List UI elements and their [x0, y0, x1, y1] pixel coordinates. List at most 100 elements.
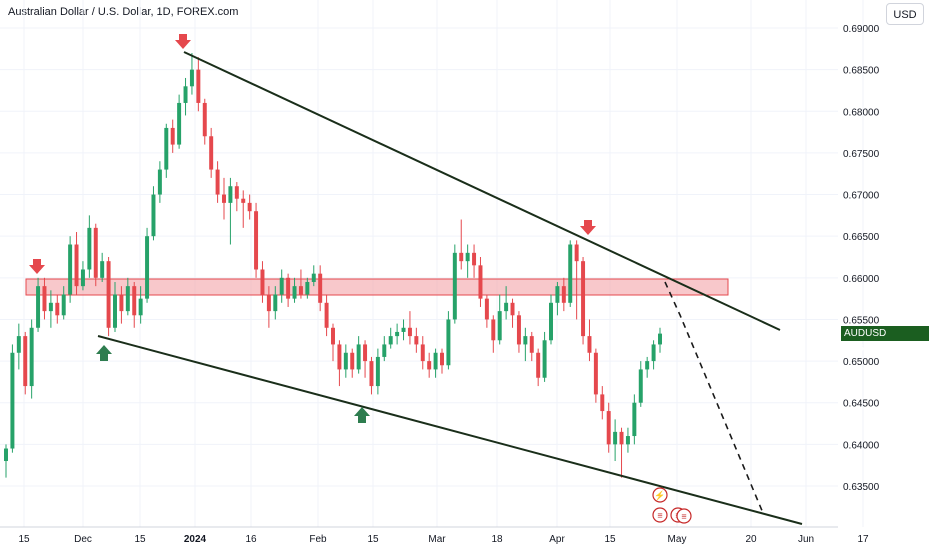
y-tick-label: 0.69000	[843, 24, 880, 35]
y-tick-label: 0.67000	[843, 191, 880, 202]
candle-body	[561, 286, 566, 303]
candle-body	[183, 86, 188, 103]
sell-arrow-icon	[29, 259, 45, 274]
candle-body	[157, 169, 162, 195]
candle-body	[61, 294, 66, 316]
candle-body	[542, 340, 547, 378]
y-tick-label: 0.63500	[843, 482, 880, 493]
x-tick-label: Feb	[309, 534, 327, 545]
candle-body	[311, 273, 316, 282]
candle-body	[266, 294, 271, 312]
candle-body	[29, 327, 34, 387]
candle-body	[151, 194, 156, 237]
candle-body	[459, 252, 464, 262]
y-tick-label: 0.65500	[843, 315, 880, 326]
sell-arrow-icon	[580, 220, 596, 235]
candle-body	[93, 227, 98, 278]
candle-body	[497, 311, 502, 341]
lower-trendline	[97, 335, 803, 525]
candle-body	[632, 402, 637, 437]
candle-body	[254, 211, 259, 270]
candle-body	[343, 352, 348, 370]
x-tick-label: Apr	[549, 534, 565, 545]
candle-body	[42, 286, 47, 312]
price-badge: AUDUSD 0.65332	[841, 326, 929, 354]
candle-body	[536, 352, 541, 378]
x-tick-label: Jun	[798, 534, 814, 545]
candle-body	[4, 448, 8, 462]
x-tick-label: 20	[745, 534, 757, 545]
candle-body	[427, 361, 432, 370]
candle-body	[286, 277, 291, 299]
candle-body	[113, 294, 117, 328]
candle-body	[125, 286, 130, 312]
candle-body	[68, 244, 73, 295]
currency-button[interactable]: USD	[886, 3, 924, 25]
y-tick-label: 0.64000	[843, 440, 880, 451]
x-axis: 15 Dec 15 2024 16 Feb 15 Mar 18 Apr 15 May 20 Jun 17	[0, 526, 869, 545]
candle-body	[145, 236, 150, 299]
x-tick-label: Dec	[74, 534, 92, 545]
candle-body	[574, 244, 579, 262]
x-tick-label: 15	[134, 534, 146, 545]
candle-body	[55, 302, 60, 316]
candle-body	[279, 277, 284, 295]
candle-body	[260, 269, 265, 295]
candle-body	[234, 186, 239, 199]
lightning-event-icon	[652, 487, 668, 503]
candle-body	[440, 352, 444, 366]
candle-body	[375, 356, 380, 387]
events: ⚡≡≡≡	[652, 487, 692, 524]
candle-body	[382, 344, 387, 357]
candle-body	[170, 127, 175, 145]
candle-body	[414, 336, 419, 345]
candle-body	[555, 286, 560, 303]
candle-body	[36, 286, 41, 328]
lightning-event-icon-glyph: ⚡	[654, 490, 665, 502]
candle-body	[549, 302, 553, 341]
candle-body	[202, 102, 207, 137]
candle-body	[504, 302, 509, 312]
candle-body	[23, 336, 28, 387]
candle-body	[16, 336, 21, 353]
candle-body	[523, 336, 528, 345]
us-flag-event-icon-glyph: ≡	[657, 511, 662, 521]
us-flag-event-icon	[652, 507, 668, 523]
us-flag-event-icon	[676, 508, 692, 524]
candle-body	[420, 344, 425, 362]
candle-body	[337, 344, 342, 370]
candle-body	[164, 127, 169, 170]
candles	[4, 52, 662, 478]
us-flag-event-icon-glyph: ≡	[681, 512, 686, 522]
candle-body	[587, 336, 592, 353]
candle-body	[484, 298, 489, 320]
candle-body	[215, 169, 220, 195]
y-tick-label: 0.66500	[843, 232, 880, 243]
candle-body	[331, 327, 335, 345]
x-tick-label: 15	[604, 534, 616, 545]
candle-body	[491, 319, 496, 341]
y-tick-label: 0.68000	[843, 107, 880, 118]
candle-body	[645, 361, 650, 370]
candle-body	[651, 344, 656, 362]
candle-body	[119, 294, 124, 312]
upper-trendline	[183, 51, 781, 331]
candle-body	[48, 302, 53, 312]
buy-arrow-icon	[354, 407, 370, 423]
x-tick-label: 15	[18, 534, 30, 545]
candle-body	[292, 286, 297, 299]
arrows	[29, 34, 596, 423]
y-tick-label: 0.66000	[843, 274, 880, 285]
candle-body	[189, 69, 194, 87]
candle-body	[74, 244, 79, 287]
candle-body	[138, 298, 143, 316]
candle-body	[318, 273, 323, 303]
x-tick-label: 18	[491, 534, 503, 545]
x-tick-label: May	[668, 534, 687, 545]
candle-body	[619, 431, 624, 445]
x-tick-label: 17	[857, 534, 869, 545]
x-tick-label: 2024	[184, 534, 207, 545]
candle-body	[222, 194, 226, 203]
resistance-zone	[25, 278, 729, 296]
